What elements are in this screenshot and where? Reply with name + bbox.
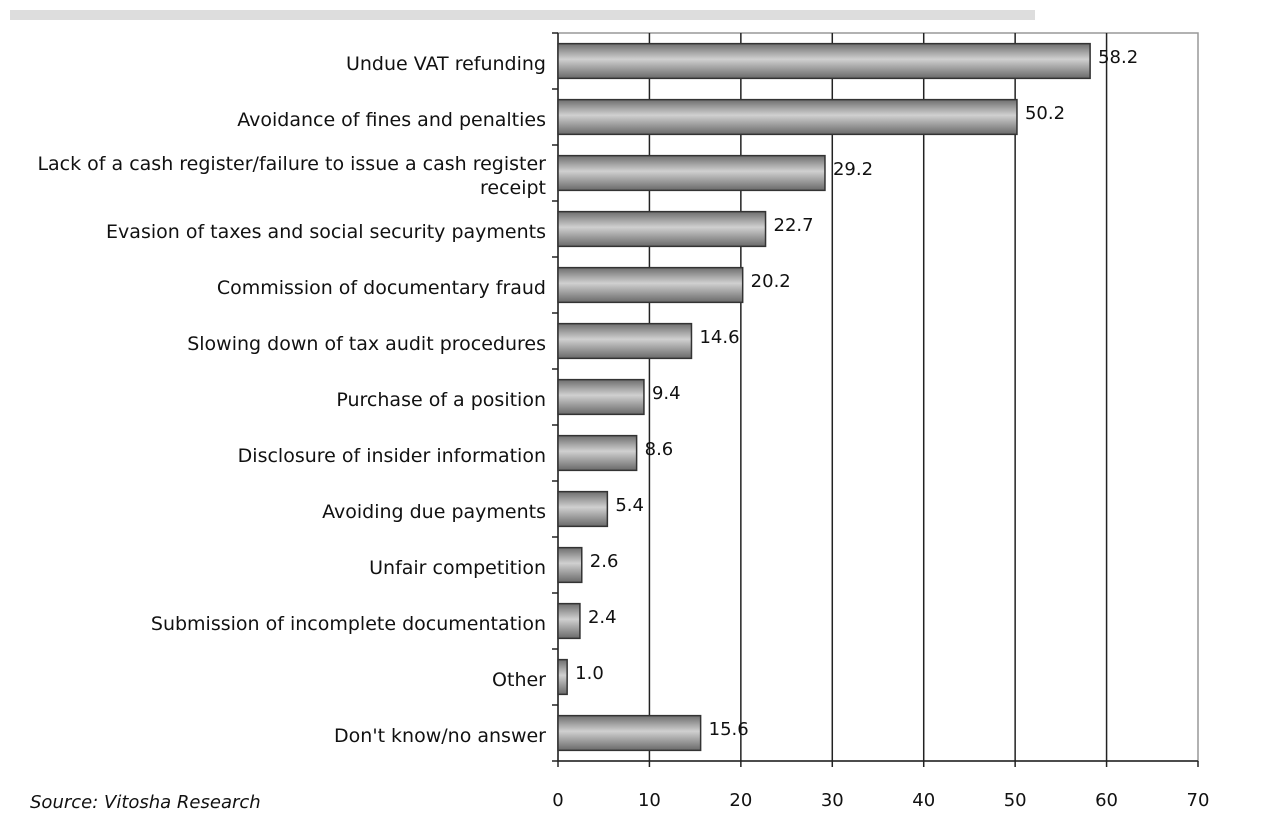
category-label: Unfair competition xyxy=(369,557,546,579)
category-label: Slowing down of tax audit procedures xyxy=(187,333,546,355)
x-tick-label: 70 xyxy=(1187,790,1210,811)
value-label: 29.2 xyxy=(833,159,873,180)
value-label: 22.7 xyxy=(774,215,814,236)
bar xyxy=(557,266,744,304)
x-tick-label: 20 xyxy=(729,790,752,811)
x-tick-label: 60 xyxy=(1095,790,1118,811)
x-tick-label: 50 xyxy=(1004,790,1027,811)
bar xyxy=(557,98,1018,136)
category-label: Other xyxy=(492,669,546,691)
bar xyxy=(557,210,767,248)
category-label: Undue VAT refunding xyxy=(345,53,546,75)
bar xyxy=(557,714,702,752)
category-label: Purchase of a position xyxy=(336,389,546,411)
bar xyxy=(557,546,583,584)
value-label: 50.2 xyxy=(1025,103,1065,124)
category-label: Lack of a cash register/failure to issue… xyxy=(37,153,546,199)
bar xyxy=(557,658,568,696)
source: Source: Vitosha Research xyxy=(30,792,261,813)
x-tick-label: 10 xyxy=(638,790,661,811)
bar xyxy=(557,42,1091,80)
category-label: Commission of documentary fraud xyxy=(216,277,546,299)
x-tick-label: 30 xyxy=(821,790,844,811)
value-label: 15.6 xyxy=(709,719,749,740)
value-label: 14.6 xyxy=(699,327,739,348)
value-label: 5.4 xyxy=(615,495,644,516)
value-label: 8.6 xyxy=(645,439,674,460)
value-label: 2.6 xyxy=(590,551,619,572)
category-label: Evasion of taxes and social security pay… xyxy=(106,221,546,243)
bar xyxy=(557,490,609,528)
category-label: Avoidance of fines and penalties xyxy=(237,109,546,131)
x-tick-label: 40 xyxy=(912,790,935,811)
bar xyxy=(557,434,638,472)
value-label: 2.4 xyxy=(588,607,617,628)
category-label: Disclosure of insider information xyxy=(237,445,546,467)
category-label: Avoiding due payments xyxy=(322,501,546,523)
value-label: 58.2 xyxy=(1098,47,1138,68)
value-label: 20.2 xyxy=(751,271,791,292)
bar xyxy=(557,154,826,192)
category-label: Don't know/no answer xyxy=(334,725,546,747)
value-label: 9.4 xyxy=(652,383,681,404)
category-label: Submission of incomplete documentation xyxy=(150,613,546,635)
bar xyxy=(557,322,693,360)
header-bar xyxy=(10,10,1035,20)
x-tick-label: 0 xyxy=(552,790,563,811)
bar xyxy=(557,378,645,416)
value-label: 1.0 xyxy=(575,663,604,684)
bar xyxy=(557,602,581,640)
